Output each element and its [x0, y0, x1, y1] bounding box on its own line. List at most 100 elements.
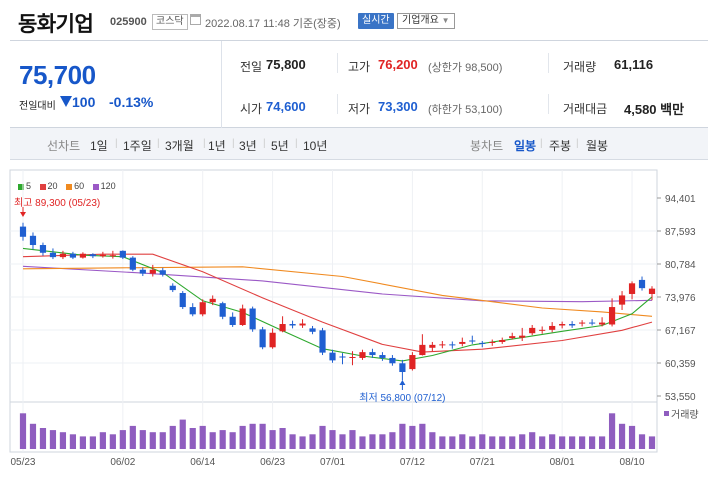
- tab-monthly[interactable]: 월봉: [586, 139, 609, 153]
- volume-bar: [299, 436, 306, 449]
- amount-label: 거래대금: [563, 102, 608, 116]
- candle-body: [319, 330, 326, 353]
- volume-bar: [479, 434, 486, 449]
- legend-label: 120: [100, 181, 116, 191]
- x-tick-label: 08/10: [620, 457, 645, 468]
- volume-bar: [579, 436, 586, 449]
- high-value: 76,200: [378, 57, 418, 72]
- stock-code: 025900: [110, 16, 147, 28]
- timestamp: 2022.08.17 11:48 기준(장중): [205, 18, 341, 30]
- prev-close-label: 전일: [240, 60, 263, 74]
- candle-body: [499, 340, 506, 342]
- volume-bar: [539, 436, 546, 449]
- tab-daily[interactable]: 일봉: [514, 139, 537, 153]
- volume-bar: [249, 423, 256, 449]
- candle-body: [309, 328, 316, 332]
- volume-bar: [79, 436, 86, 449]
- company-info-dropdown[interactable]: 기업개요 ▼: [397, 13, 455, 29]
- realtime-button[interactable]: 실시간: [358, 13, 394, 29]
- candle-body: [589, 322, 596, 324]
- candle-body: [19, 226, 27, 237]
- volume-axis-label: 거래량: [671, 409, 699, 421]
- candle-body: [349, 356, 356, 358]
- legend-label: 5: [26, 181, 32, 191]
- candle-body: [289, 324, 296, 326]
- amount-value: 4,580 백만: [624, 102, 685, 117]
- divider: [548, 53, 549, 73]
- volume-bar: [399, 423, 406, 449]
- candle-body: [29, 235, 37, 246]
- open-value: 74,600: [266, 99, 306, 114]
- candle-body: [229, 316, 236, 325]
- candle-body: [199, 302, 206, 315]
- volume-bar: [239, 425, 246, 449]
- tab-5years[interactable]: 5년: [271, 139, 289, 153]
- open-label: 시가: [240, 102, 263, 116]
- x-tick-label: 06/23: [260, 457, 285, 468]
- volume-bar: [109, 434, 116, 449]
- current-price-box: 75,700 전일대비 100 -0.13%: [10, 41, 222, 129]
- candle-body: [39, 245, 47, 253]
- candle-body: [209, 298, 216, 303]
- volume-bar: [209, 432, 216, 449]
- volume-bar: [99, 432, 106, 449]
- legend-swatch: [18, 183, 24, 190]
- candle-body: [239, 308, 246, 325]
- legend-ma20: 20: [39, 181, 58, 191]
- y-tick-label: 87,593: [665, 227, 696, 238]
- candle-body: [509, 336, 516, 339]
- company-name[interactable]: 동화기업: [18, 13, 94, 36]
- tab-3months[interactable]: 3개월: [165, 139, 194, 153]
- volume-bar: [589, 436, 596, 449]
- candle-body: [119, 250, 126, 258]
- candle-body: [269, 332, 276, 348]
- volume-bar: [509, 436, 516, 449]
- candle-body: [379, 355, 386, 358]
- chevron-down-icon: ▼: [441, 16, 450, 25]
- candle-body: [608, 307, 616, 325]
- volume-bar: [279, 428, 286, 449]
- volume-value: 61,116: [614, 57, 654, 72]
- candle-body: [279, 324, 286, 332]
- x-tick-label: 06/14: [190, 457, 215, 468]
- tab-1week[interactable]: 1주일: [123, 139, 152, 153]
- company-info-label: 기업개요: [402, 15, 439, 26]
- tab-separator: |: [115, 138, 118, 149]
- moving-average-ma5: [22, 247, 653, 362]
- max-price-annotation: 최고 89,300 (05/23): [14, 197, 100, 209]
- volume-bar: [229, 432, 236, 449]
- tab-1year[interactable]: 1년: [208, 139, 226, 153]
- tab-1day[interactable]: 1일: [90, 139, 108, 153]
- price-summary: 75,700 전일대비 100 -0.13% 전일 75,800 고가 76,2…: [10, 40, 708, 129]
- volume-bar: [598, 436, 606, 449]
- volume-bar: [189, 428, 196, 449]
- change-value: 100: [72, 94, 96, 110]
- x-tick-label: 08/01: [550, 457, 575, 468]
- market-badge: 코스닥: [152, 14, 188, 30]
- upper-limit: (상한가 98,500): [428, 62, 503, 74]
- volume-bar: [329, 430, 336, 449]
- legend-ma120: 120: [92, 181, 116, 191]
- volume-bar: [648, 436, 656, 449]
- y-tick-label: 53,550: [665, 392, 696, 403]
- tab-separator: |: [232, 138, 235, 149]
- volume-bar: [319, 425, 326, 449]
- candle-body: [99, 254, 106, 257]
- volume-plot-frame: [9, 401, 658, 453]
- candle-body: [439, 344, 446, 346]
- volume-bar: [459, 434, 466, 449]
- tab-weekly[interactable]: 주봉: [549, 139, 572, 153]
- tab-3years[interactable]: 3년: [239, 139, 257, 153]
- x-tick-label: 07/21: [470, 457, 495, 468]
- tab-10years[interactable]: 10년: [303, 139, 328, 153]
- volume-bar: [608, 413, 616, 449]
- volume-bar: [149, 432, 156, 449]
- x-tick-label: 06/02: [110, 457, 135, 468]
- legend-ma60: 60: [66, 181, 84, 191]
- volume-bar: [499, 436, 506, 449]
- candle-body: [638, 279, 646, 289]
- volume-bar: [139, 430, 146, 449]
- y-tick-label: 73,976: [665, 293, 696, 304]
- volume-bar: [638, 434, 646, 449]
